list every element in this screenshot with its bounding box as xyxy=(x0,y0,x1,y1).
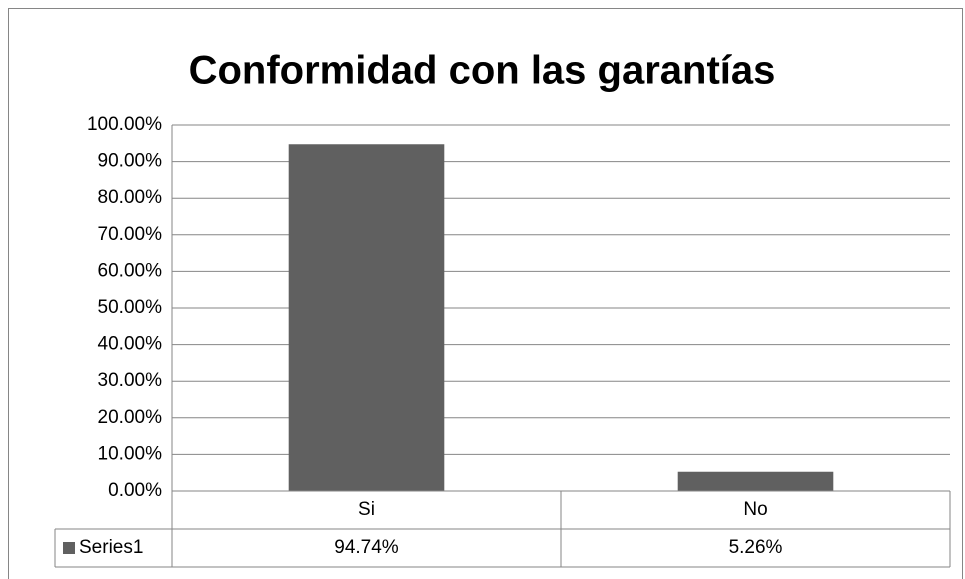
data-table-value: 5.26% xyxy=(729,537,783,558)
x-tick-label: No xyxy=(743,499,767,520)
y-tick-label: 20.00% xyxy=(98,407,163,428)
bar xyxy=(288,144,445,492)
y-tick-label: 70.00% xyxy=(98,224,163,245)
y-tick-label: 60.00% xyxy=(98,260,163,281)
chart-title: Conformidad con las garantías xyxy=(189,49,776,93)
bar xyxy=(677,471,834,491)
y-tick-label: 90.00% xyxy=(98,151,163,172)
y-tick-label: 100.00% xyxy=(87,114,162,135)
legend-label: Series1 xyxy=(79,537,143,558)
legend-key xyxy=(63,542,75,554)
y-tick-label: 10.00% xyxy=(98,443,163,464)
y-tick-label: 30.00% xyxy=(98,370,163,391)
data-table-value: 94.74% xyxy=(334,537,399,558)
x-tick-label: Si xyxy=(358,499,375,520)
y-tick-label: 80.00% xyxy=(98,187,163,208)
y-tick-label: 50.00% xyxy=(98,297,163,318)
y-tick-label: 40.00% xyxy=(98,334,163,355)
y-tick-label: 0.00% xyxy=(108,480,162,501)
